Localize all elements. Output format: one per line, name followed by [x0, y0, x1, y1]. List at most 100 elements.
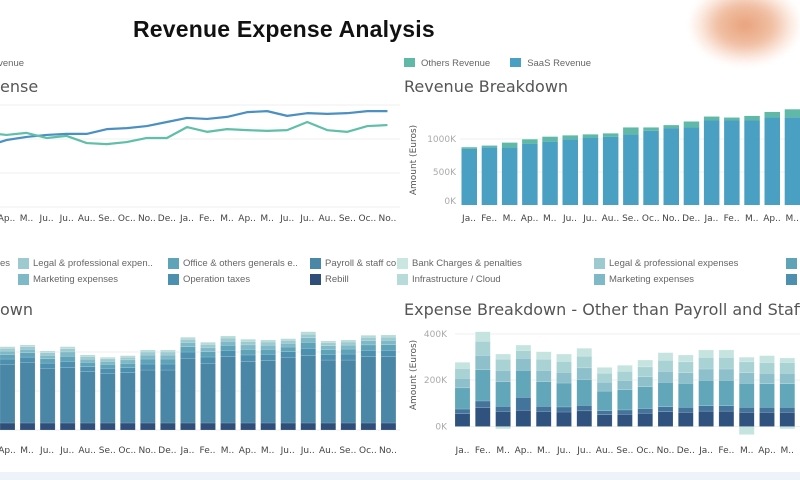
bar-segment [160, 358, 176, 365]
y-tick-label: 1000K [427, 135, 457, 145]
bar-segment [454, 413, 471, 427]
legend-item[interactable] [786, 274, 797, 285]
x-tick-label: Ju.. [39, 446, 54, 456]
bar-segment [623, 127, 639, 135]
legend-swatch-others-revenue[interactable] [404, 58, 415, 67]
legend-label: Office & others generals e.. [183, 258, 298, 269]
bar-segment [180, 346, 196, 353]
bar-segment [79, 358, 96, 363]
bar-segment [637, 386, 653, 409]
x-tick-label: Au.. [319, 214, 337, 224]
bar-segment [617, 365, 633, 372]
legend-label: Bank Charges & penalties [412, 258, 522, 269]
legend-swatch [18, 274, 29, 285]
bar-segment [79, 366, 96, 372]
bar-segment [718, 410, 735, 427]
bar-segment [475, 340, 491, 356]
legend-label: Legal & professional expenses [609, 258, 739, 269]
legend-swatch [168, 258, 179, 269]
legend-item[interactable]: Operation taxes [168, 274, 250, 285]
bar-segment [280, 351, 296, 358]
y-tick-label: 400K [424, 330, 448, 340]
bar-segment [576, 367, 592, 380]
x-tick-label: Ja.. [455, 446, 470, 456]
x-tick-label: Oc.. [118, 446, 136, 456]
expense-breakdown-title: own [0, 300, 34, 319]
legend-swatch [786, 274, 797, 285]
bar-segment [380, 344, 397, 351]
bar-segment [657, 352, 674, 361]
bar-segment [360, 422, 377, 431]
x-tick-label: Oc.. [642, 214, 660, 224]
x-tick-label: Oc.. [118, 214, 136, 224]
x-tick-label: Ja.. [698, 446, 713, 456]
bar-segment [120, 357, 136, 361]
bar-segment [724, 117, 740, 121]
legend-item[interactable]: Office & others generals e.. [168, 258, 298, 269]
bar-segment [678, 383, 694, 408]
bar-segment [744, 120, 760, 205]
bar-segment [140, 363, 156, 371]
bar-segment [678, 412, 694, 427]
x-tick-label: Fe.. [200, 446, 216, 456]
bar-segment [657, 411, 674, 427]
bar-segment [320, 342, 336, 346]
legend-item[interactable]: Infrastructure / Cloud [397, 274, 501, 285]
bar-segment [100, 357, 116, 360]
legend-item[interactable]: Legal & professional expenses [594, 258, 738, 269]
bar-segment [556, 361, 572, 373]
bar-segment [678, 372, 694, 384]
x-tick-label: Ju.. [280, 446, 295, 456]
bar-segment [300, 422, 316, 431]
bar-segment [79, 371, 96, 424]
bar-segment-negative [739, 426, 755, 435]
bar-segment [19, 346, 36, 350]
x-tick-label: Fe.. [481, 214, 497, 224]
x-tick-label: Ap.. [763, 214, 781, 224]
x-tick-label: Se.. [339, 446, 356, 456]
bar-segment [475, 407, 491, 427]
bar-segment [380, 356, 397, 424]
legend-item[interactable]: Marketing expenses [594, 274, 694, 285]
bar-segment [698, 368, 714, 381]
legend-item[interactable]: Bank Charges & penalties [397, 258, 522, 269]
legend-swatch-saas-revenue[interactable] [510, 58, 522, 67]
x-tick-label: M.. [781, 446, 795, 456]
bar-segment [683, 121, 700, 128]
bar-segment [495, 406, 511, 412]
bar-segment [576, 355, 592, 369]
bar-segment [536, 406, 552, 412]
bar-segment [461, 147, 477, 149]
bar-segment [79, 422, 96, 431]
x-tick-label: Ju.. [59, 214, 74, 224]
bar-segment [475, 400, 491, 408]
bar-segment [280, 357, 296, 424]
legend-item[interactable]: Marketing expenses [18, 274, 118, 285]
bar-segment [160, 422, 176, 431]
bar-segment [617, 414, 633, 427]
x-tick-label: M.. [537, 446, 551, 456]
bar-segment [260, 339, 276, 343]
bar-segment [160, 351, 176, 356]
bar-segment [454, 378, 471, 389]
legend-item[interactable]: Rebill [310, 274, 349, 285]
x-tick-label: Oc.. [359, 446, 377, 456]
legend-item[interactable]: Legal & professional expen.. [18, 258, 153, 269]
legend-item[interactable] [786, 258, 797, 269]
legend-item[interactable]: Payroll & staff co [310, 258, 396, 269]
bar-segment [0, 350, 16, 355]
revenue-expense-chart-title: ense [0, 77, 39, 96]
bar-segment [19, 344, 36, 347]
bar-segment [617, 380, 633, 390]
bar-segment [779, 383, 795, 408]
bar-segment [100, 364, 116, 369]
bar-segment [515, 397, 532, 411]
bar-segment [536, 381, 552, 407]
x-tick-label: Au.. [596, 446, 614, 456]
x-tick-label: Ja.. [461, 214, 476, 224]
bar-segment [19, 356, 36, 363]
bar-segment [739, 372, 755, 384]
y-tick-label: 0K [435, 423, 448, 433]
bar-segment [663, 125, 679, 129]
bar-segment [698, 405, 714, 412]
